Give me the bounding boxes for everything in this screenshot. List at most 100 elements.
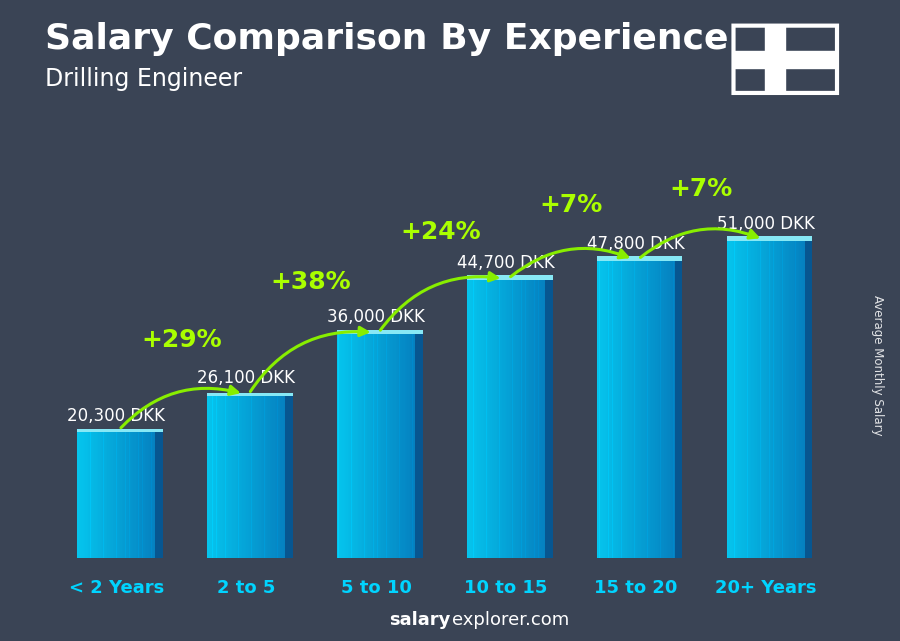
Bar [659,261,661,558]
Bar [599,261,601,558]
Bar [769,241,770,558]
Bar [156,432,163,558]
Bar [127,432,128,558]
Bar [658,261,660,558]
Bar [785,241,787,558]
Bar [523,280,524,558]
Bar [631,261,632,558]
Bar [616,261,617,558]
Bar [745,241,746,558]
Bar [80,432,82,558]
Bar [628,261,629,558]
Bar [602,261,603,558]
Bar [519,280,520,558]
Bar [790,241,792,558]
Bar [770,241,772,558]
Bar [734,241,736,558]
Bar [361,335,362,558]
Bar [396,335,397,558]
Bar [141,432,142,558]
Bar [277,395,279,558]
Text: 47,800 DKK: 47,800 DKK [587,235,685,253]
Bar [764,241,766,558]
Bar [233,395,235,558]
Bar [364,335,365,558]
Bar [537,280,538,558]
Bar [397,335,399,558]
Bar [148,432,149,558]
Bar [766,241,767,558]
Bar [485,280,487,558]
Bar [749,241,750,558]
Bar [655,261,657,558]
Bar [498,280,500,558]
Bar [93,432,94,558]
Bar [370,335,371,558]
Bar [624,261,625,558]
Bar [637,261,638,558]
Text: 51,000 DKK: 51,000 DKK [716,215,815,233]
Bar [226,395,227,558]
Bar [597,261,598,558]
Bar [104,432,105,558]
Bar [511,280,512,558]
Text: +24%: +24% [400,220,482,244]
Bar [250,395,252,558]
Bar [236,395,238,558]
Bar [780,241,781,558]
Bar [86,432,88,558]
Bar [106,432,107,558]
Bar [475,280,476,558]
Text: explorer.com: explorer.com [452,612,569,629]
Bar [597,256,682,261]
Bar [735,241,737,558]
Bar [107,432,109,558]
Bar [737,241,739,558]
Bar [634,261,636,558]
Bar [122,432,123,558]
Bar [238,395,240,558]
Bar [241,395,242,558]
Bar [245,395,247,558]
Bar [794,241,796,558]
Bar [755,241,757,558]
Bar [389,335,391,558]
Bar [283,395,284,558]
Text: +38%: +38% [271,270,352,294]
Bar [643,261,644,558]
Bar [351,335,353,558]
Bar [128,432,130,558]
Bar [796,241,798,558]
Bar [394,335,396,558]
Text: Drilling Engineer: Drilling Engineer [45,67,242,91]
Bar [392,335,393,558]
Bar [615,261,616,558]
Bar [754,241,755,558]
Bar [414,335,415,558]
Bar [256,395,258,558]
Bar [402,335,403,558]
Bar [410,335,411,558]
Bar [731,241,732,558]
Bar [772,241,773,558]
Text: 10 to 15: 10 to 15 [464,579,547,597]
Bar [480,280,482,558]
Bar [767,241,769,558]
Bar [270,395,271,558]
Bar [606,261,608,558]
Bar [374,335,375,558]
Bar [799,241,801,558]
Bar [115,432,116,558]
Bar [248,395,249,558]
Bar [544,280,553,558]
Text: 36,000 DKK: 36,000 DKK [327,308,425,326]
Bar [409,335,410,558]
Bar [140,432,141,558]
Bar [503,280,505,558]
Bar [400,335,402,558]
Bar [776,241,778,558]
Bar [784,241,785,558]
Bar [98,432,100,558]
Bar [782,241,784,558]
Bar [102,432,104,558]
